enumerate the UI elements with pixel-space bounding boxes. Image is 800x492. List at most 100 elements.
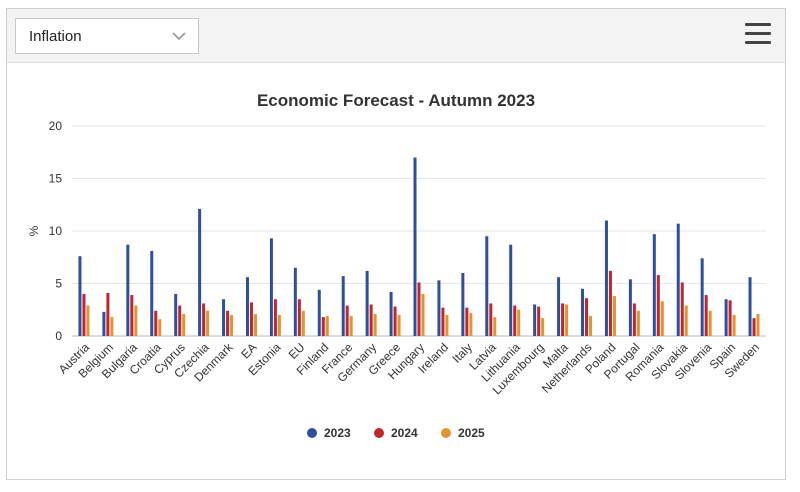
bar <box>421 294 425 336</box>
bar <box>533 304 537 336</box>
bar <box>708 310 712 336</box>
bar <box>608 270 612 336</box>
y-axis-label: % <box>27 225 41 236</box>
bar <box>341 276 345 336</box>
indicator-select-value: Inflation <box>29 28 82 45</box>
bar <box>612 296 616 336</box>
bar <box>277 315 281 336</box>
bar <box>86 305 90 336</box>
bar <box>485 236 489 336</box>
bar <box>126 244 130 336</box>
bar <box>537 306 541 336</box>
bar <box>724 299 728 336</box>
bar <box>557 277 561 336</box>
bar <box>441 307 445 336</box>
bar <box>222 299 226 336</box>
chevron-down-icon <box>172 32 186 41</box>
bar <box>632 303 636 336</box>
bar <box>317 289 321 336</box>
bar <box>134 305 138 336</box>
chart-panel: Inflation <box>6 8 786 480</box>
bar <box>700 258 704 336</box>
y-tick-label: 10 <box>49 224 63 238</box>
y-tick-label: 15 <box>49 172 63 186</box>
bar <box>748 277 752 336</box>
bar <box>756 313 760 336</box>
bar <box>321 317 325 336</box>
x-tick-labels: AustriaBelgiumBulgariaCroatiaCyprusCzech… <box>56 340 762 398</box>
bar <box>684 305 688 336</box>
bar <box>513 305 517 336</box>
bar <box>660 301 664 336</box>
bar <box>110 317 114 336</box>
bar <box>249 302 253 336</box>
bar <box>245 277 249 336</box>
y-tick-label: 5 <box>55 277 62 291</box>
bar <box>732 315 736 336</box>
bar <box>680 282 684 336</box>
bar <box>589 316 593 336</box>
chart-toolbar: Inflation <box>7 9 785 63</box>
bar <box>349 316 353 336</box>
bar <box>345 305 349 336</box>
bar <box>78 256 82 336</box>
legend-marker <box>374 428 384 438</box>
bar <box>541 318 545 336</box>
legend[interactable]: 2023 2024 2025 <box>307 426 485 440</box>
bar <box>102 311 106 336</box>
bar <box>413 157 417 336</box>
bar <box>369 304 373 336</box>
hamburger-menu-icon[interactable] <box>745 23 771 47</box>
bar <box>150 250 154 336</box>
bar <box>561 303 565 336</box>
bar <box>373 313 377 336</box>
bar <box>154 310 158 336</box>
bar <box>437 280 441 336</box>
legend-item[interactable]: 2025 <box>441 426 485 440</box>
bar <box>269 238 273 336</box>
bar <box>325 316 329 336</box>
chart-title: Economic Forecast - Autumn 2023 <box>257 91 535 110</box>
bar <box>465 307 469 336</box>
bar <box>178 305 182 336</box>
legend-marker <box>441 428 451 438</box>
bar <box>604 220 608 336</box>
bar <box>652 234 656 336</box>
bar <box>202 303 206 336</box>
bar <box>581 288 585 336</box>
bar <box>226 310 230 336</box>
bar <box>365 270 369 336</box>
bar <box>493 317 497 336</box>
bar <box>565 304 569 336</box>
bar <box>393 306 397 336</box>
legend-label: 2025 <box>458 426 485 440</box>
bar <box>389 291 393 336</box>
bar <box>728 300 732 336</box>
legend-label: 2024 <box>391 426 418 440</box>
bar <box>509 244 513 336</box>
bar <box>174 294 178 336</box>
bar <box>293 267 297 336</box>
bar <box>82 294 86 336</box>
bar <box>417 282 421 336</box>
bar <box>636 310 640 336</box>
bar <box>397 315 401 336</box>
y-tick-label: 20 <box>49 119 63 133</box>
legend-item[interactable]: 2023 <box>307 426 351 440</box>
bar <box>253 313 257 336</box>
bar <box>106 292 110 336</box>
bar <box>628 279 632 336</box>
indicator-select[interactable]: Inflation <box>15 18 199 54</box>
legend-item[interactable]: 2024 <box>374 426 418 440</box>
bar <box>704 295 708 336</box>
bar <box>130 295 134 336</box>
bar <box>297 299 301 336</box>
bar <box>445 315 449 336</box>
legend-label: 2023 <box>324 426 351 440</box>
bar <box>273 299 277 336</box>
bar <box>182 313 186 336</box>
legend-marker <box>307 428 317 438</box>
bar <box>198 208 202 336</box>
bar <box>676 223 680 336</box>
